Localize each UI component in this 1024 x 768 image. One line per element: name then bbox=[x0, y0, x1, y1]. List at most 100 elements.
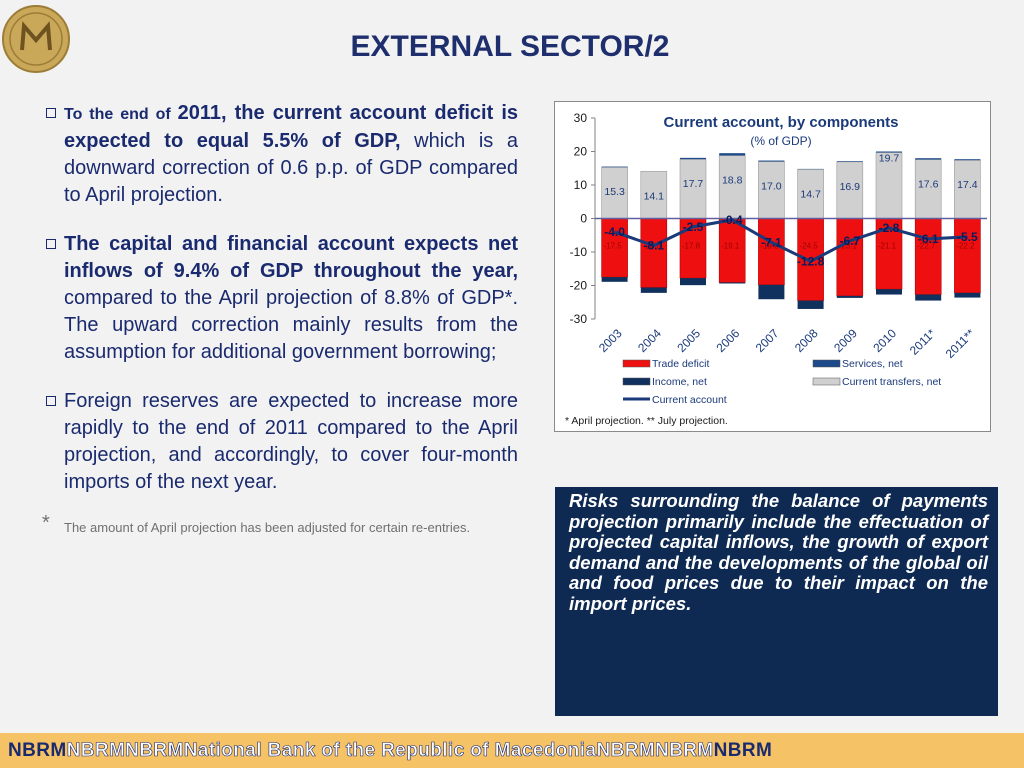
footer-bar: NBRMNBRMNBRMNational Bank of the Republi… bbox=[0, 733, 1024, 768]
x-tick-label: 2006 bbox=[714, 326, 743, 355]
x-tick-label: 2010 bbox=[870, 326, 899, 355]
legend-swatch bbox=[622, 377, 651, 386]
chart-note: * April projection. ** July projection. bbox=[565, 415, 728, 427]
label-current-account: -2.5 bbox=[683, 220, 704, 234]
bar-income bbox=[758, 284, 785, 300]
legend-label: Income, net bbox=[652, 376, 707, 388]
risk-box: Risks surrounding the balance of payment… bbox=[555, 487, 998, 716]
bar-income bbox=[601, 277, 628, 282]
bullet-capital-account: The capital and financial account expect… bbox=[40, 231, 518, 366]
label-trade-deficit: -19.8 bbox=[760, 242, 779, 251]
legend-swatch bbox=[812, 377, 841, 386]
checkbox-bullet-icon bbox=[46, 396, 56, 406]
bar-services bbox=[680, 157, 706, 160]
x-tick-label: 2005 bbox=[674, 326, 703, 355]
label-current-account: -6.1 bbox=[918, 232, 939, 246]
y-tick-label: 20 bbox=[574, 145, 588, 159]
x-tick-label: 2007 bbox=[753, 326, 782, 355]
chart-svg: Current account, by components (% of GDP)… bbox=[565, 111, 987, 427]
bar-current-transfers bbox=[914, 159, 942, 219]
label-trade-deficit: -23.1 bbox=[839, 242, 858, 251]
label-current-account: -6.7 bbox=[839, 234, 860, 248]
chart-subtitle: (% of GDP) bbox=[750, 134, 811, 148]
label-trade-deficit: -22.2 bbox=[956, 242, 975, 251]
legend-label: Current account bbox=[652, 394, 727, 406]
bar-services bbox=[601, 166, 628, 168]
label-trade-deficit: -24.5 bbox=[799, 242, 818, 251]
bar-current-transfers bbox=[954, 159, 981, 219]
legend-label: Current transfers, net bbox=[842, 376, 941, 388]
label-current-account: -0.4 bbox=[722, 213, 743, 227]
current-account-chart: Current account, by components (% of GDP)… bbox=[554, 101, 991, 432]
bar-services bbox=[836, 161, 863, 162]
x-tick-label: 2008 bbox=[792, 326, 821, 355]
text-column: To the end of 2011, the current account … bbox=[40, 100, 518, 537]
label-current-account: -8.1 bbox=[643, 239, 664, 253]
label-current-transfers: 17.4 bbox=[957, 179, 978, 191]
y-tick-label: -10 bbox=[570, 245, 588, 259]
checkbox-bullet-icon bbox=[46, 108, 56, 118]
bar-income bbox=[876, 289, 902, 295]
bar-current-transfers bbox=[836, 161, 864, 219]
bar-services bbox=[719, 153, 746, 156]
label-trade-deficit: -19.1 bbox=[721, 242, 740, 251]
legend-label: Trade deficit bbox=[652, 358, 709, 370]
label-current-transfers: 17.6 bbox=[918, 179, 939, 191]
bar-trade-deficit bbox=[914, 218, 942, 295]
label-trade-deficit: -22.7 bbox=[917, 242, 936, 251]
bar-services bbox=[758, 160, 785, 162]
bar-income bbox=[719, 282, 746, 284]
legend-swatch bbox=[622, 359, 651, 368]
label-current-transfers: 14.1 bbox=[644, 190, 665, 202]
label-current-transfers: 18.8 bbox=[722, 175, 743, 187]
label-current-transfers: 14.7 bbox=[800, 188, 821, 200]
label-current-transfers: 17.7 bbox=[683, 178, 704, 190]
bar-services bbox=[954, 159, 981, 161]
label-current-transfers: 19.7 bbox=[879, 153, 900, 165]
x-tick-label: 2003 bbox=[596, 326, 625, 355]
chart-title: Current account, by components bbox=[663, 114, 898, 131]
footnote: * The amount of April projection has bee… bbox=[42, 512, 471, 535]
y-tick-label: -20 bbox=[570, 279, 588, 293]
x-tick-label: 2011* bbox=[907, 326, 939, 358]
label-current-account: -2.8 bbox=[879, 221, 900, 235]
label-trade-deficit: -17.5 bbox=[603, 242, 622, 251]
label-current-transfers: 16.9 bbox=[840, 181, 861, 193]
bar-trade-deficit bbox=[797, 218, 824, 301]
x-tick-label: 2009 bbox=[831, 326, 860, 355]
bar-current-transfers bbox=[679, 158, 707, 219]
checkbox-bullet-icon bbox=[46, 239, 56, 249]
bar-current-transfers bbox=[640, 170, 668, 219]
label-current-transfers: 17.0 bbox=[761, 181, 782, 193]
x-tick-label: 2011** bbox=[943, 326, 978, 361]
risk-text: Risks surrounding the balance of payment… bbox=[569, 490, 988, 614]
bar-trade-deficit bbox=[954, 218, 981, 294]
bullet-current-account: To the end of 2011, the current account … bbox=[40, 100, 518, 209]
bar-income bbox=[680, 278, 706, 286]
y-tick-label: 30 bbox=[574, 111, 588, 125]
bullet-foreign-reserves: Foreign reserves are expected to increas… bbox=[40, 388, 518, 496]
footer-text: NBRMNBRMNBRMNational Bank of the Republi… bbox=[8, 740, 773, 762]
y-tick-label: 10 bbox=[574, 178, 588, 192]
nbrm-logo bbox=[2, 2, 70, 76]
label-trade-deficit: -21.1 bbox=[878, 242, 897, 251]
bar-trade-deficit bbox=[640, 218, 668, 288]
bar-current-transfers bbox=[875, 152, 903, 219]
label-current-account: -4.0 bbox=[604, 225, 625, 239]
label-current-account: -7.1 bbox=[761, 235, 782, 249]
bar-income bbox=[640, 287, 667, 293]
label-trade-deficit: -17.8 bbox=[682, 242, 701, 251]
bar-income bbox=[915, 294, 942, 301]
bar-trade-deficit bbox=[758, 218, 785, 286]
page-title: EXTERNAL SECTOR/2 bbox=[350, 30, 670, 63]
bar-current-transfers bbox=[718, 155, 746, 219]
label-current-account: -12.8 bbox=[797, 254, 825, 268]
y-tick-label: 0 bbox=[580, 212, 587, 226]
line-current-account bbox=[614, 218, 968, 264]
bar-services bbox=[915, 158, 942, 160]
y-tick-label: -30 bbox=[570, 312, 588, 326]
bar-current-transfers bbox=[758, 161, 785, 219]
bar-income bbox=[954, 292, 981, 298]
bar-trade-deficit bbox=[836, 218, 864, 297]
bar-income bbox=[836, 295, 863, 298]
